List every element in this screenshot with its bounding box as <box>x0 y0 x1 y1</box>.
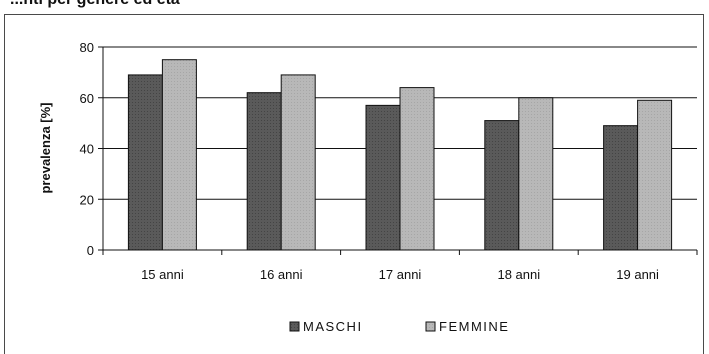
bar-maschi-1 <box>127 74 163 251</box>
bar-layer <box>127 59 673 251</box>
legend-label-femmine: FEMMINE <box>439 319 509 334</box>
bar-femmine-1 <box>161 59 197 251</box>
x-tick-label: 16 anni <box>260 267 303 282</box>
bar-femmine-5 <box>637 99 673 251</box>
legend-swatch-maschi <box>289 321 300 332</box>
legend-swatch-femmine <box>425 321 436 332</box>
y-axis-label: prevalenza [%] <box>38 102 53 193</box>
x-tick-label: 18 anni <box>497 267 540 282</box>
y-tick-label: 60 <box>80 91 94 106</box>
y-tick-label: 40 <box>80 142 94 157</box>
axis-layer: 0 20 40 60 80 15 anni 16 anni 17 anni 18 anni 19 … <box>80 40 698 282</box>
x-tick-label: 19 anni <box>616 267 659 282</box>
chart-frame <box>4 14 704 354</box>
bar-maschi-5 <box>603 125 639 251</box>
y-tick-label: 80 <box>80 40 94 55</box>
bar-maschi-2 <box>246 92 282 251</box>
bar-maschi-3 <box>365 104 401 251</box>
x-tick-label: 17 anni <box>379 267 422 282</box>
legend: MASCHI FEMMINE <box>289 319 509 334</box>
bar-femmine-2 <box>280 74 316 251</box>
legend-label-maschi: MASCHI <box>303 319 363 334</box>
x-tick-label: 15 anni <box>141 267 184 282</box>
bar-chart: 0 20 40 60 80 15 anni 16 anni 17 anni 18 anni 19 … <box>38 40 698 334</box>
y-tick-label: 20 <box>80 192 94 207</box>
bar-femmine-3 <box>399 87 435 251</box>
y-tick-label: 0 <box>87 243 94 258</box>
chart-title: ...nti per genere ed età <box>10 0 180 9</box>
bar-maschi-4 <box>484 120 520 251</box>
bar-femmine-4 <box>518 97 554 251</box>
